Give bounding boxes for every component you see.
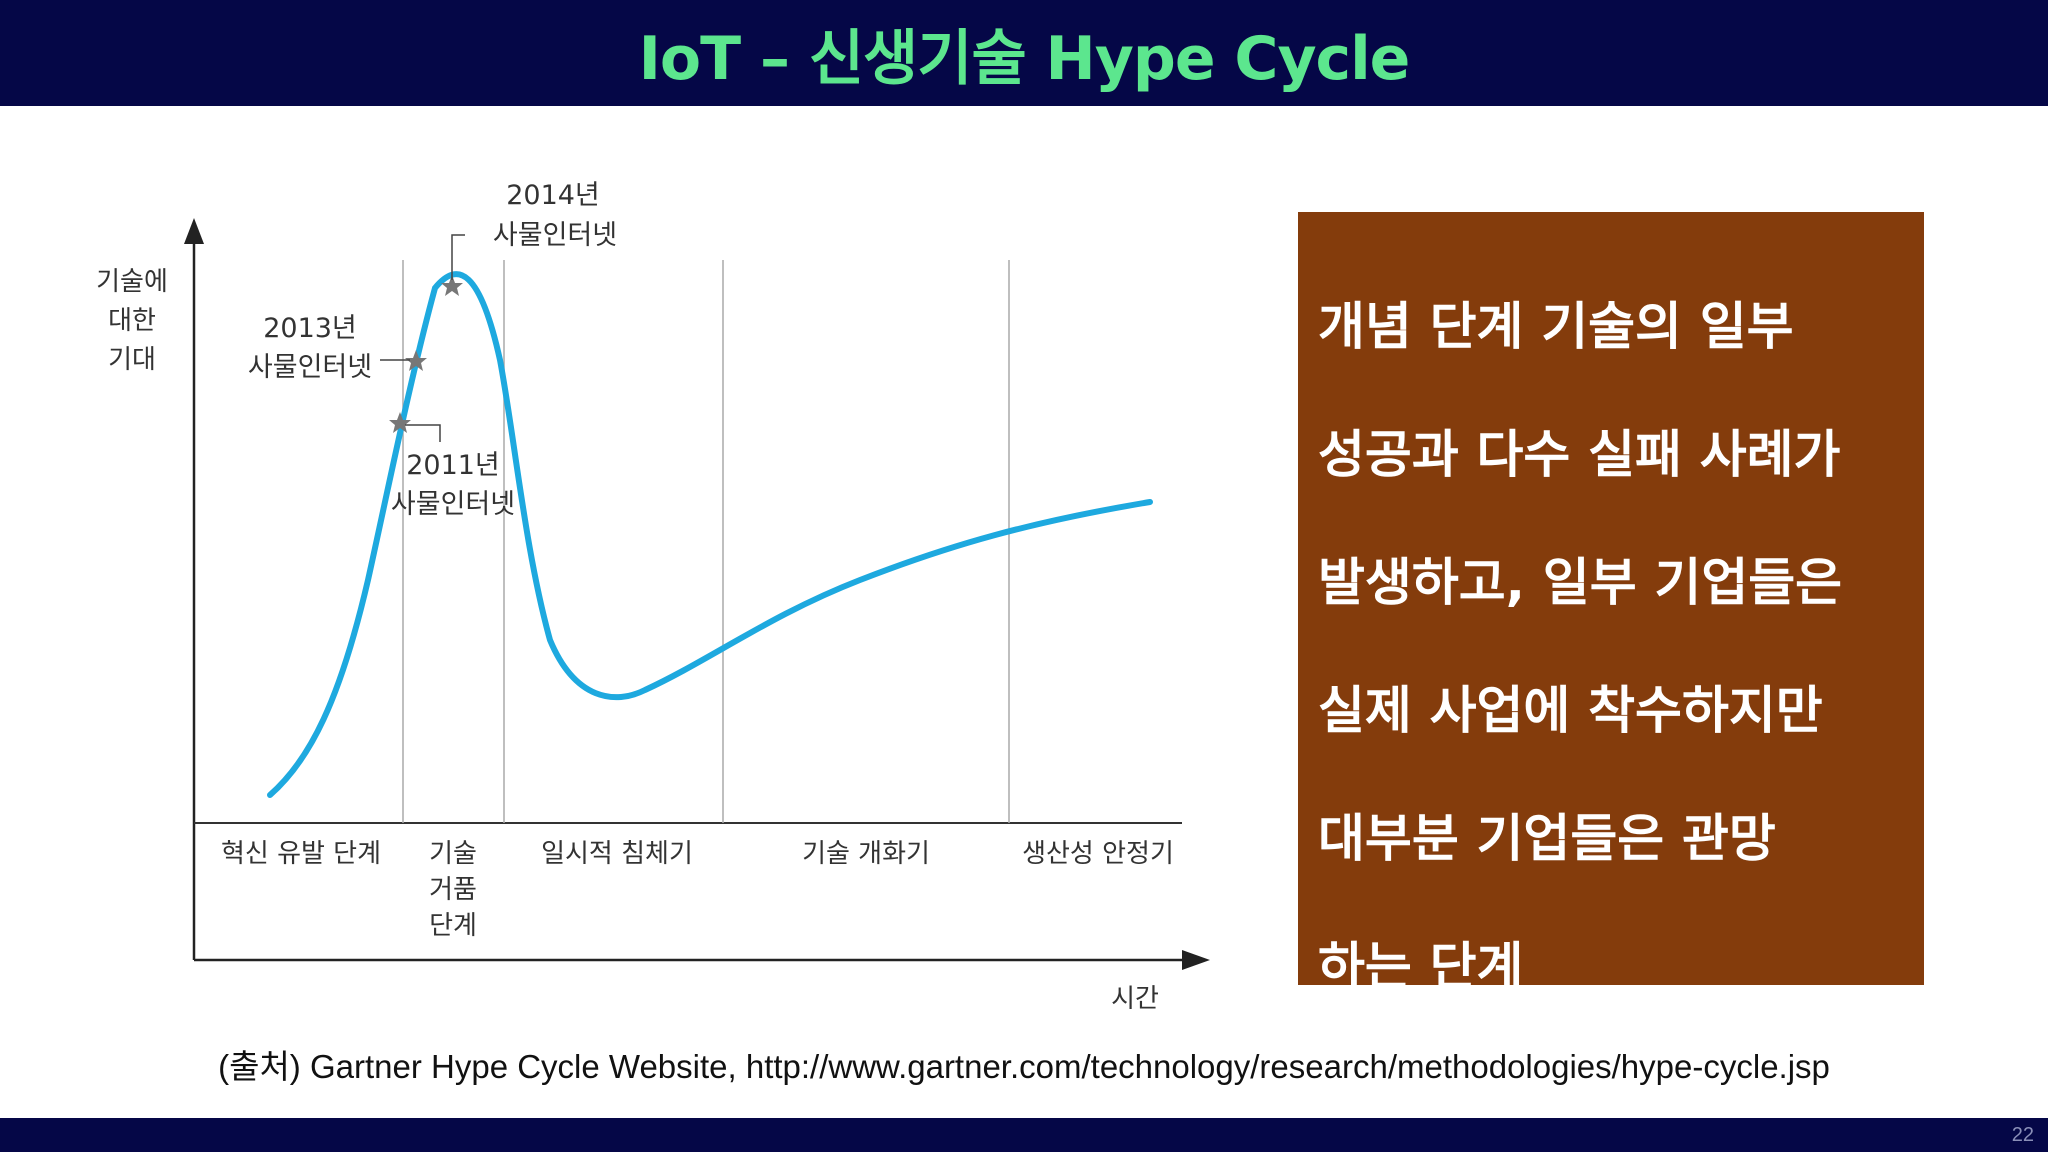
star-2014-icon	[441, 275, 463, 296]
page-title: IoT – 신생기술 Hype Cycle	[638, 23, 1411, 94]
source-citation: (출처) Gartner Hype Cycle Website, http://…	[218, 1048, 1830, 1085]
phase-trough-label: 일시적 침체기	[541, 839, 693, 869]
phase-peak-label-1: 기술	[429, 839, 477, 869]
description-line-4: 실제 사업에 착수하지만	[1318, 682, 1823, 741]
y-axis-label-3: 기대	[108, 345, 156, 375]
phase-peak-label-2: 거품	[429, 875, 477, 905]
annotation-2014-year: 2014년	[506, 180, 600, 211]
x-axis-label: 시간	[1111, 984, 1159, 1014]
y-axis-arrow	[184, 218, 204, 244]
description-line-6: 하는 단계	[1318, 938, 1524, 997]
description-line-2: 성공과 다수 실패 사례가	[1318, 426, 1841, 485]
x-axis-arrow	[1182, 950, 1210, 970]
annotation-2011-year: 2011년	[406, 450, 500, 481]
y-axis-label-2: 대한	[108, 306, 156, 336]
leader-2014	[451, 234, 465, 280]
phase-innovation-label: 혁신 유발 단계	[221, 839, 381, 869]
description-box: 개념 단계 기술의 일부 성공과 다수 실패 사례가 발생하고, 일부 기업들은…	[1298, 212, 1924, 997]
footer-bar: 22	[0, 1118, 2048, 1152]
hype-curve	[267, 271, 1153, 798]
leader-2011	[405, 424, 441, 442]
y-axis-label-1: 기술에	[96, 267, 168, 297]
phase-slope-label: 기술 개화기	[802, 839, 930, 869]
description-line-3: 발생하고, 일부 기업들은	[1318, 554, 1843, 613]
annotation-2013-year: 2013년	[263, 313, 357, 344]
phase-peak-label-3: 단계	[429, 911, 477, 941]
description-line-1: 개념 단계 기술의 일부	[1318, 298, 1794, 357]
phase-plateau-label: 생산성 안정기	[1022, 839, 1174, 869]
hype-cycle-svg: 기술에 대한 기대 2014년 사물인터넷 2013년 사물인터넷 2011년 …	[96, 180, 1210, 1014]
annotation-2013-label: 사물인터넷	[248, 352, 372, 383]
hype-cycle-diagram: 기술에 대한 기대 2014년 사물인터넷 2013년 사물인터넷 2011년 …	[70, 160, 1250, 1030]
star-2011-icon	[389, 412, 411, 433]
annotation-2014-label: 사물인터넷	[493, 220, 617, 251]
star-2013-icon	[405, 350, 427, 371]
page-number: 22	[2011, 1124, 2034, 1146]
description-line-5: 대부분 기업들은 관망	[1318, 810, 1776, 869]
annotation-2011-label: 사물인터넷	[391, 489, 515, 520]
title-bar: IoT – 신생기술 Hype Cycle	[0, 0, 2048, 106]
